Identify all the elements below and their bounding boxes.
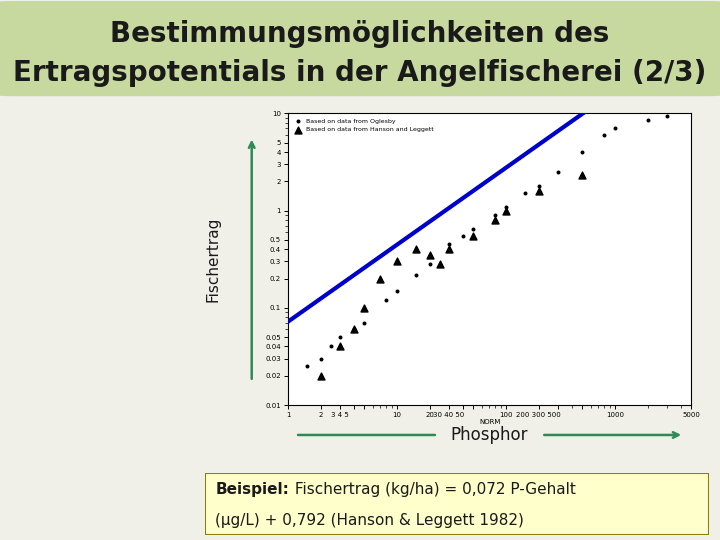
Based on data from Oglesby: [609, 124, 621, 133]
Text: Fischertrag: Fischertrag: [205, 217, 220, 302]
Based on data from Oglesby: [661, 111, 672, 120]
Based on data from Hanson and Leggett: [410, 245, 422, 254]
Based on data from Oglesby: [577, 148, 588, 157]
Text: Ertragspotentials in der Angelfischerei (2/3): Ertragspotentials in der Angelfischerei …: [13, 59, 707, 87]
Based on data from Oglesby: [642, 116, 654, 125]
Based on data from Hanson and Leggett: [500, 206, 512, 215]
Legend: Based on data from Oglesby, Based on data from Hanson and Leggett: Based on data from Oglesby, Based on dat…: [291, 117, 435, 134]
Based on data from Hanson and Leggett: [444, 245, 455, 254]
Text: (μg/L) + 0,792 (Hanson & Leggett 1982): (μg/L) + 0,792 (Hanson & Leggett 1982): [215, 514, 524, 529]
Based on data from Oglesby: [334, 333, 346, 341]
Based on data from Hanson and Leggett: [359, 303, 370, 312]
Based on data from Oglesby: [500, 202, 512, 211]
Based on data from Oglesby: [381, 296, 392, 305]
FancyBboxPatch shape: [205, 472, 709, 535]
Based on data from Oglesby: [325, 342, 337, 351]
Based on data from Hanson and Leggett: [533, 186, 544, 195]
Based on data from Oglesby: [444, 240, 455, 248]
Based on data from Hanson and Leggett: [334, 342, 346, 351]
Text: Fischertrag (kg/ha) = 0,072 P-Gehalt: Fischertrag (kg/ha) = 0,072 P-Gehalt: [290, 482, 576, 497]
Based on data from Hanson and Leggett: [424, 251, 436, 259]
Based on data from Hanson and Leggett: [467, 232, 479, 240]
Based on data from Oglesby: [599, 131, 611, 139]
Based on data from Oglesby: [359, 319, 370, 327]
Based on data from Oglesby: [552, 167, 564, 176]
Based on data from Hanson and Leggett: [315, 372, 327, 380]
Based on data from Oglesby: [348, 325, 359, 334]
Based on data from Hanson and Leggett: [435, 260, 446, 269]
Based on data from Oglesby: [519, 189, 531, 198]
Based on data from Oglesby: [315, 354, 327, 363]
X-axis label: NORM: NORM: [479, 420, 500, 426]
Based on data from Oglesby: [302, 362, 313, 370]
Based on data from Hanson and Leggett: [391, 257, 402, 266]
Text: Phosphor: Phosphor: [451, 426, 528, 444]
Based on data from Hanson and Leggett: [577, 171, 588, 180]
Based on data from Oglesby: [490, 211, 501, 219]
Based on data from Oglesby: [467, 225, 479, 233]
Based on data from Hanson and Leggett: [490, 215, 501, 224]
FancyBboxPatch shape: [0, 1, 720, 96]
Based on data from Hanson and Leggett: [374, 274, 386, 283]
Based on data from Hanson and Leggett: [348, 325, 359, 334]
Based on data from Oglesby: [391, 286, 402, 295]
Based on data from Oglesby: [533, 181, 544, 190]
Based on data from Oglesby: [410, 270, 422, 279]
Text: Beispiel:: Beispiel:: [215, 482, 289, 497]
Text: Bestimmungsmöglichkeiten des: Bestimmungsmöglichkeiten des: [110, 20, 610, 48]
Based on data from Oglesby: [457, 232, 469, 240]
Based on data from Oglesby: [424, 260, 436, 269]
